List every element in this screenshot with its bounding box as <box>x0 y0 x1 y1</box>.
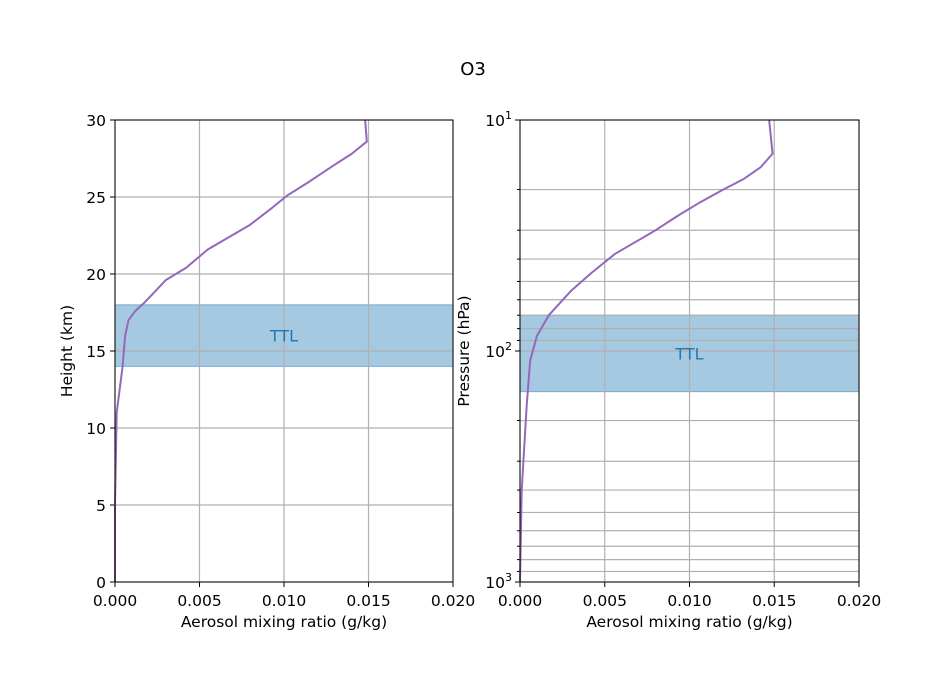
y-tick-label: 30 <box>86 112 106 130</box>
x-axis-label: Aerosol mixing ratio (g/kg) <box>181 613 387 631</box>
y-tick-label: 20 <box>86 266 106 284</box>
y-tick-label-exponent: 1 <box>505 109 512 122</box>
axes-frame <box>114 119 454 583</box>
x-tick-label: 0.005 <box>583 592 627 610</box>
y-tick-label: 10 <box>86 420 106 438</box>
y-tick-label: 103 <box>485 571 512 592</box>
x-tick-label: 0.020 <box>431 592 475 610</box>
x-tick-label: 0.005 <box>177 592 221 610</box>
y-tick-label: 25 <box>86 189 106 207</box>
ttl-band-label: TTL <box>269 327 298 346</box>
y-axis-label: Height (km) <box>58 305 76 397</box>
y-tick-label-base: 10 <box>485 343 505 361</box>
axes-frame <box>519 119 860 583</box>
o3-profile-line <box>114 119 368 582</box>
x-tick-label: 0.010 <box>262 592 306 610</box>
y-tick-label-base: 10 <box>485 112 505 130</box>
y-tick-label: 15 <box>86 343 106 361</box>
y-tick-label-exponent: 2 <box>505 340 512 353</box>
figure-suptitle: O3 <box>460 59 486 80</box>
height-panel: 0.000 0.005 0.010 0.015 0.020 0 5 10 15 20 25 30 TTL… <box>58 112 475 631</box>
y-tick-label: 5 <box>96 497 106 515</box>
y-axis-label: Pressure (hPa) <box>455 295 473 406</box>
y-tick-label-exponent: 3 <box>505 571 512 584</box>
x-tick-label: 0.010 <box>667 592 711 610</box>
ttl-band-label: TTL <box>674 344 703 363</box>
x-tick-label: 0.000 <box>93 592 137 610</box>
x-tick-label: 0.000 <box>498 592 542 610</box>
y-tick-label: 0 <box>96 574 106 592</box>
x-tick-label: 0.020 <box>837 592 881 610</box>
y-tick-label-base: 10 <box>485 574 505 592</box>
o3-profile-line <box>519 119 774 583</box>
x-tick-label: 0.015 <box>346 592 390 610</box>
pressure-panel: 0.000 0.005 0.010 0.015 0.020101102103TTLAer… <box>455 109 881 631</box>
y-tick-label: 102 <box>485 340 512 361</box>
x-axis-label: Aerosol mixing ratio (g/kg) <box>586 613 792 631</box>
x-tick-label: 0.015 <box>752 592 796 610</box>
y-tick-label: 101 <box>485 109 512 130</box>
